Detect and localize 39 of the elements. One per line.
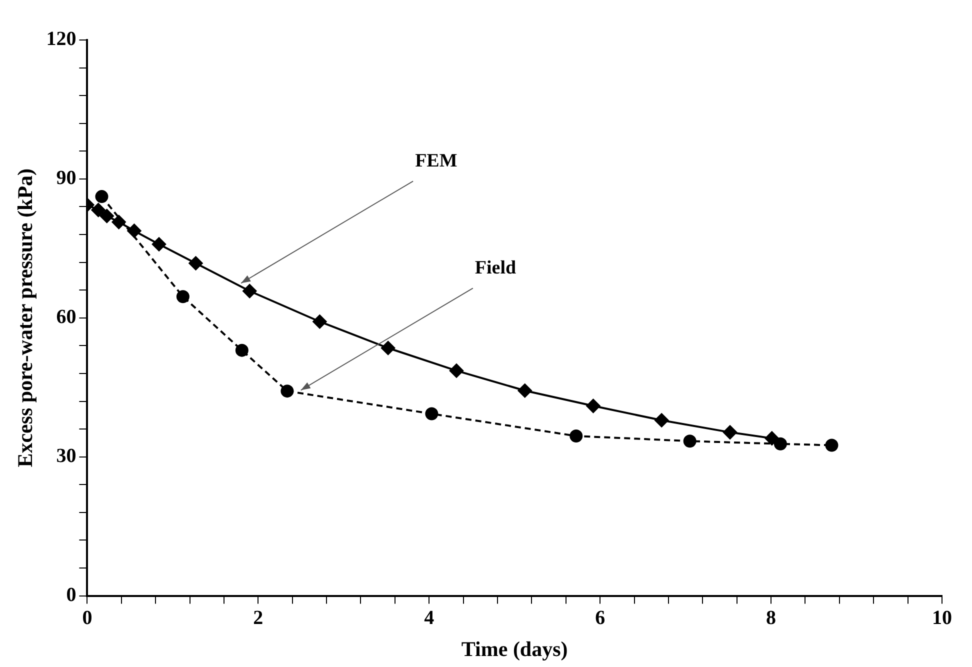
point: [176, 290, 190, 304]
point: [127, 224, 142, 238]
x-tick-label: 2: [253, 606, 264, 629]
y-tick-label: 90: [56, 167, 76, 190]
point: [381, 341, 396, 356]
point: [312, 314, 327, 329]
point: [654, 413, 669, 428]
point: [280, 384, 294, 398]
y-tick-label: 120: [46, 28, 76, 50]
point: [723, 425, 738, 440]
point: [449, 364, 464, 378]
annotation: Field: [474, 258, 516, 279]
point: [764, 431, 779, 446]
x-tick-label: 4: [424, 606, 434, 629]
point: [825, 438, 838, 452]
y-axis-title: Excess pore-water pressure (kPa): [13, 168, 38, 468]
y-tick-label: 30: [56, 445, 76, 468]
point: [95, 190, 108, 204]
point: [152, 237, 166, 252]
x-tick-label: 6: [595, 606, 606, 629]
point: [518, 384, 532, 398]
y-tick-label: 60: [56, 306, 76, 328]
point: [425, 407, 438, 420]
point: [235, 344, 248, 357]
point: [586, 398, 600, 413]
point: [570, 430, 583, 443]
point: [100, 209, 114, 224]
x-tick-label: 0: [82, 606, 92, 629]
point: [112, 215, 126, 230]
x-tick-label: 8: [766, 606, 776, 629]
point: [683, 434, 696, 448]
y-tick-label: 0: [66, 584, 76, 606]
point: [774, 437, 787, 450]
x-axis-title: Time (days): [461, 636, 568, 661]
x-tick-label: 10: [932, 606, 952, 629]
point: [242, 284, 257, 298]
point: [188, 256, 203, 270]
point: [91, 202, 106, 217]
annotation: FEM: [415, 150, 458, 172]
